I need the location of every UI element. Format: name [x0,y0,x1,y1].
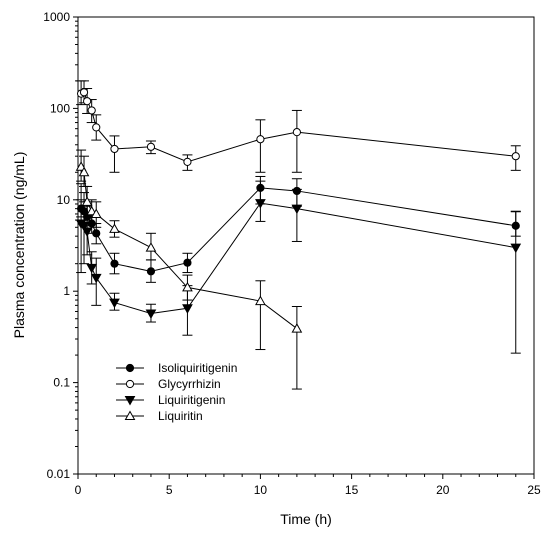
y-tick-label: 10 [57,193,71,207]
data-point [510,243,522,254]
legend-label: Isoliquiritigenin [158,361,237,375]
x-tick-label: 15 [345,483,359,497]
data-point [109,298,120,309]
series-line [80,91,516,163]
data-point [124,410,136,420]
data-point [511,152,520,161]
data-point [182,304,193,314]
data-point [291,204,303,215]
data-point [92,123,101,132]
y-tick-label: 1000 [43,10,70,24]
data-point [292,128,301,137]
data-point [146,267,156,276]
data-point [291,323,303,333]
data-point [124,396,136,406]
y-tick-label: 100 [50,101,70,115]
data-point [145,309,157,320]
data-point [145,242,157,252]
data-point [182,281,193,292]
x-tick-label: 5 [166,483,173,497]
x-tick-label: 20 [436,483,450,497]
data-point [255,295,266,306]
data-point [183,258,192,267]
x-axis-title: Time (h) [280,511,332,527]
y-tick-label: 0.1 [53,376,70,390]
legend-label: Liquiritigenin [158,393,225,407]
plot-frame [77,16,535,475]
series-line [80,187,516,272]
y-axis-title: Plasma concentration (ng/mL) [11,152,27,339]
series-glycyrrhizin [76,80,521,173]
data-point [125,363,135,373]
data-point [90,273,102,284]
data-point [79,88,89,97]
legend-label: Liquiritin [158,409,203,423]
data-point [92,229,101,238]
x-tick-label: 10 [254,483,268,497]
data-point [83,97,92,106]
data-point [110,259,119,268]
data-point [86,263,98,274]
series-line [80,166,298,329]
axes: 0 5 10 15 20 25 0.01 0.1 1 10 100 1000 [43,10,541,497]
y-tick-label: 1 [63,284,70,298]
data-point [125,379,135,389]
data-point [256,135,265,144]
data-point [146,142,156,151]
x-tick-label: 25 [527,483,541,497]
data-point [87,106,96,115]
data-point [81,227,93,238]
data-point [78,221,90,232]
data-point [90,208,102,218]
data-point [255,199,266,209]
series-line [80,202,516,315]
data-point [110,144,119,154]
series-isoliquiritigenin [76,175,521,283]
data-point [183,157,192,166]
series-liquiritigenin [75,180,522,354]
x-tick-label: 0 [75,483,82,497]
y-tick-label: 0.01 [47,467,71,481]
data-point [109,223,120,233]
legend-label: Glycyrrhizin [158,377,221,391]
series-layer [75,80,522,390]
data-point [81,196,93,206]
series-liquiritin [75,149,303,390]
data-point [78,166,90,177]
legend: Isoliquiritigenin Glycyrrhizin Liquiritige… [116,361,237,423]
